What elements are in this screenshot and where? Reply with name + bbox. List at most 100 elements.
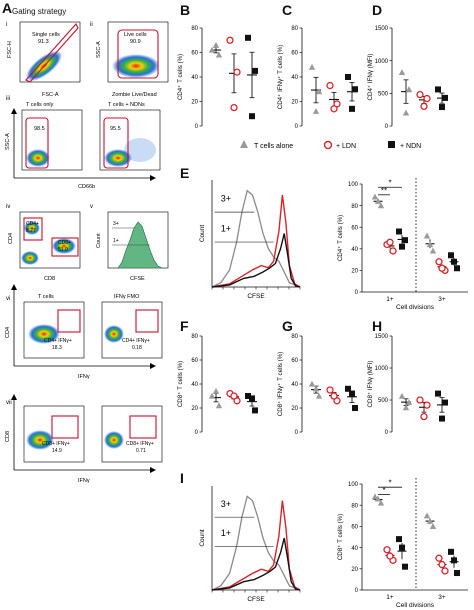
chart-d-point-0-0 [398, 69, 406, 76]
chart-i2-ylabel: CD8⁺ T cells (%) [337, 514, 344, 560]
chart-g-point-0-1 [315, 392, 323, 399]
chart-b-point-0-2 [212, 41, 220, 48]
gate-value-vi-b: 0.18 [132, 345, 142, 351]
gate-value-iii-b: 95.5 [110, 126, 121, 132]
chart-d-point-2-1 [442, 94, 448, 101]
chart-g-y-tick-label-1: 20 [291, 406, 298, 412]
subpanel-vi: vi [6, 296, 10, 302]
chart-i2-point-1-1-0 [435, 554, 443, 562]
chart-d-point-1-1 [423, 94, 431, 103]
panel-label-a: A [2, 0, 13, 16]
chart-i2-point-2-0-1 [402, 563, 408, 570]
chart-e2-y-tick-label-0: 0 [355, 290, 359, 296]
xlabel-v: CFSE [130, 276, 145, 282]
panel-label-e: E [180, 165, 190, 181]
chart-f-y-tick-label-0: 0 [195, 430, 199, 436]
subpanel-v: v [90, 204, 93, 210]
chart-h-point-1-0 [416, 396, 424, 404]
chart-i2-y-tick-label-4: 80 [351, 503, 358, 509]
gate-value-vi-a: 18.3 [52, 345, 62, 351]
gating-title: Gating strategy [12, 7, 67, 16]
panel-label-h: H [372, 318, 383, 334]
chart-e2-y-tick-label-3: 60 [351, 225, 358, 231]
chart-h-y-tick-label-0: 0 [385, 430, 389, 436]
chart-b-point-2-2 [249, 113, 255, 120]
chart-b-y-tick-label-4: 80 [191, 26, 198, 32]
chart-i2-cat-0: 1+ [386, 594, 394, 601]
chart-e2-point-1-1-0 [435, 258, 443, 266]
legend-marker-ldn [323, 140, 333, 150]
legend-marker-alone [240, 140, 248, 148]
chart-e2-point-0-0-2 [374, 197, 382, 204]
chart-e2-point-0-1-0 [423, 232, 431, 239]
chart-b-point-1-0 [226, 36, 234, 44]
chart-f-y-tick-label-3: 60 [191, 358, 198, 364]
chart-h-point-0-0 [398, 392, 406, 399]
chart-h-y-tick-label-1: 500 [378, 398, 389, 404]
ylabel-vii: CD8 [5, 431, 11, 442]
gate-label-v-3: 3+ [113, 221, 119, 227]
ylabel-ii: SSC-A [96, 41, 102, 58]
chart-c-point-2-2 [349, 105, 355, 112]
ylabel-v: Count [96, 233, 102, 248]
xlabel-ii: Zombie Live/Dead [112, 92, 157, 98]
chart-e2-point-2-1-1 [454, 265, 460, 272]
chart-i2-point-2-0-2 [399, 544, 405, 551]
xlabel-vii: IFNγ [78, 478, 90, 484]
chart-d-point-0-1 [405, 86, 413, 93]
chart-i-gate-label-3: 3+ [221, 499, 231, 509]
legend-label-ldn: + LDN [336, 143, 356, 150]
gate-label-i: Single cells [32, 32, 60, 38]
chart-e2-ylabel: CD4⁺ T cells (%) [337, 215, 344, 261]
chart-i2-point-0-1-2 [426, 517, 434, 524]
chart-e-curve-ldn [211, 194, 301, 288]
gate-label-vi-a: CD4+ IFNγ+ [44, 338, 72, 344]
plot-iv: CD4+ 8.27 CD8+ 51.0 CD8 CD4 [8, 211, 81, 282]
chart-i2-y-tick-label-3: 60 [351, 525, 358, 531]
gate-value-iv-cd4: 8.27 [26, 228, 36, 234]
chart-g-y-tick-label-2: 40 [291, 382, 298, 388]
chart-h-point-2-2 [439, 415, 445, 422]
xlabel-i: FSC-A [42, 92, 59, 98]
chart-g-point-1-0 [326, 386, 334, 394]
chart-b-point-1-2 [230, 103, 238, 112]
chart-d-y-tick-label-0: 0 [385, 124, 389, 130]
chart-e2-point-1-1-2 [438, 264, 446, 272]
chart-e2-point-0-1-1 [429, 247, 437, 254]
chart-e-ylabel: Count [199, 225, 206, 243]
chart-i-ylabel: Count [199, 529, 206, 547]
chart-e2-cat-1: 3+ [438, 296, 446, 303]
panel-label-b: B [180, 2, 191, 18]
chart-i2-point-1-0-0 [383, 546, 391, 554]
chart-f-point-2-2 [249, 395, 255, 402]
chart-c-point-0-2 [312, 108, 320, 114]
xlabel-iv: CD8 [44, 276, 55, 282]
chart-b-point-2-0 [245, 34, 251, 41]
gate-title-iii-b: T cells + NDNs [108, 102, 145, 108]
chart-e2-point-0-1-2 [426, 241, 434, 248]
chart-e2-point-2-0-0 [396, 228, 402, 235]
gate-label-v-1: 1+ [113, 238, 119, 244]
chart-b-ylabel: CD4⁺ T cells (%) [177, 54, 184, 100]
chart-g-point-0-2 [312, 385, 320, 392]
chart-d-point-0-2 [402, 109, 410, 116]
chart-b-point-0-1 [215, 51, 223, 58]
chart-i2-y-tick-label-1: 20 [351, 567, 358, 573]
chart-e-curve-alone [211, 189, 301, 288]
chart-d-point-1-2 [420, 102, 428, 111]
chart-e2-y-tick-label-1: 20 [351, 269, 358, 275]
chart-e2-point-2-0-1 [402, 237, 408, 244]
chart-c-y-tick-label-0: 0 [295, 124, 299, 130]
ylabel-iii: SSC-A [5, 133, 11, 150]
legend-marker-ndn [388, 141, 395, 148]
chart-e2-point-1-0-1 [389, 247, 397, 255]
chart-h-point-2-0 [435, 390, 441, 397]
chart-i2-point-1-0-2 [386, 552, 394, 560]
chart-i2-xlabel: Cell divisions [396, 602, 435, 609]
chart-b-y-tick-label-3: 60 [191, 51, 198, 57]
chart-g-ylabel: CD8⁺ IFNγ⁺ T cells (%) [277, 352, 284, 417]
gate-label-iv-cd8: CD8+ [58, 240, 71, 246]
chart-f-point-2-0 [245, 393, 251, 399]
legend-label-alone: T cells alone [254, 143, 293, 150]
